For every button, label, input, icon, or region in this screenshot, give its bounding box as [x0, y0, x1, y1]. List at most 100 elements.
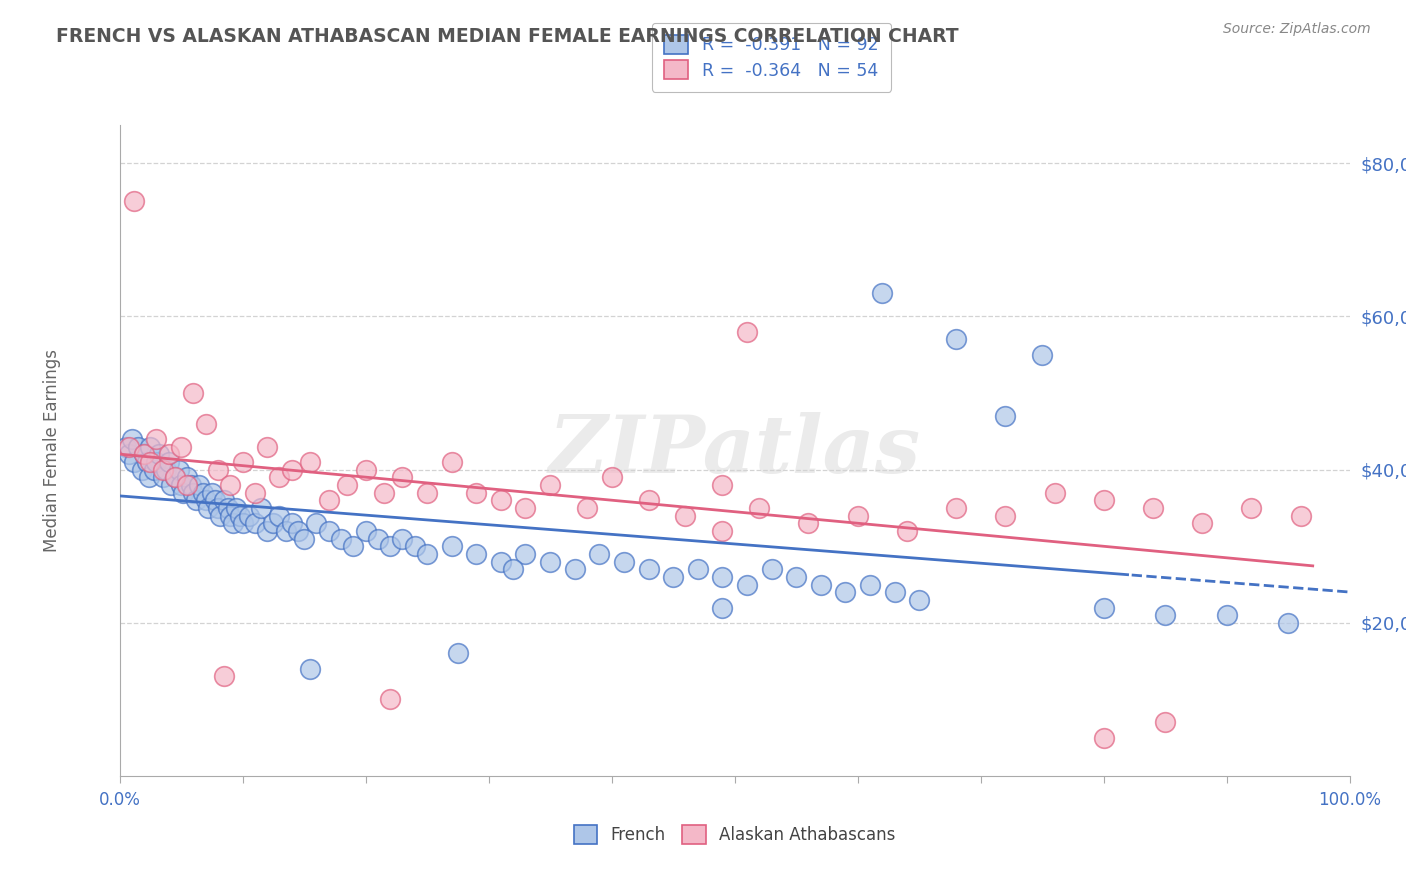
- Point: [138, 470, 160, 484]
- Point: [243, 485, 266, 500]
- Point: [711, 570, 734, 584]
- Point: [131, 462, 153, 476]
- Point: [132, 447, 156, 461]
- Point: [160, 478, 183, 492]
- Point: [183, 386, 205, 401]
- Point: [600, 470, 623, 484]
- Point: [114, 440, 136, 454]
- Point: [274, 524, 297, 538]
- Point: [1142, 500, 1164, 515]
- Point: [124, 455, 146, 469]
- Point: [188, 478, 211, 492]
- Point: [945, 332, 967, 346]
- Point: [489, 555, 512, 569]
- Point: [118, 440, 141, 454]
- Point: [711, 524, 734, 538]
- Point: [139, 440, 162, 454]
- Point: [735, 325, 758, 339]
- Text: Source: ZipAtlas.com: Source: ZipAtlas.com: [1223, 22, 1371, 37]
- Point: [204, 493, 226, 508]
- Point: [225, 500, 247, 515]
- Point: [222, 516, 245, 531]
- Point: [1191, 516, 1213, 531]
- Point: [1216, 608, 1239, 623]
- Point: [834, 585, 856, 599]
- Point: [1092, 493, 1115, 508]
- Point: [281, 516, 304, 531]
- Point: [217, 500, 239, 515]
- Point: [170, 440, 193, 454]
- Point: [256, 440, 278, 454]
- Point: [212, 669, 235, 683]
- Point: [269, 470, 291, 484]
- Point: [183, 485, 205, 500]
- Point: [538, 555, 561, 569]
- Point: [1289, 508, 1312, 523]
- Point: [191, 485, 215, 500]
- Point: [391, 470, 413, 484]
- Point: [262, 516, 284, 531]
- Point: [859, 577, 882, 591]
- Point: [201, 485, 224, 500]
- Point: [281, 462, 304, 476]
- Point: [212, 493, 235, 508]
- Point: [184, 493, 207, 508]
- Point: [564, 562, 586, 576]
- Point: [994, 409, 1017, 423]
- Point: [157, 455, 180, 469]
- Point: [1043, 485, 1066, 500]
- Point: [219, 508, 242, 523]
- Point: [1092, 731, 1115, 745]
- Point: [576, 500, 599, 515]
- Point: [152, 462, 174, 476]
- Point: [172, 485, 194, 500]
- Point: [305, 516, 328, 531]
- Point: [675, 508, 697, 523]
- Point: [588, 547, 610, 561]
- Point: [135, 455, 157, 469]
- Point: [209, 508, 232, 523]
- Point: [143, 462, 166, 476]
- Point: [229, 508, 252, 523]
- Point: [231, 455, 254, 469]
- Point: [367, 532, 389, 546]
- Point: [872, 286, 894, 301]
- Point: [538, 478, 561, 492]
- Point: [489, 493, 512, 508]
- Point: [318, 524, 340, 538]
- Point: [465, 485, 488, 500]
- Point: [118, 447, 141, 461]
- Point: [637, 562, 659, 576]
- Point: [269, 508, 291, 523]
- Point: [662, 570, 685, 584]
- Text: FRENCH VS ALASKAN ATHABASCAN MEDIAN FEMALE EARNINGS CORRELATION CHART: FRENCH VS ALASKAN ATHABASCAN MEDIAN FEMA…: [56, 27, 959, 45]
- Point: [908, 592, 931, 607]
- Point: [250, 500, 273, 515]
- Text: Median Female Earnings: Median Female Earnings: [42, 349, 60, 552]
- Point: [373, 485, 395, 500]
- Point: [391, 532, 413, 546]
- Point: [416, 485, 439, 500]
- Point: [145, 432, 167, 446]
- Point: [515, 547, 537, 561]
- Point: [994, 508, 1017, 523]
- Point: [318, 493, 340, 508]
- Point: [145, 455, 167, 469]
- Point: [207, 500, 229, 515]
- Point: [613, 555, 636, 569]
- Point: [219, 478, 242, 492]
- Point: [637, 493, 659, 508]
- Point: [440, 455, 463, 469]
- Point: [132, 447, 156, 461]
- Point: [157, 447, 180, 461]
- Point: [711, 478, 734, 492]
- Point: [243, 516, 266, 531]
- Point: [465, 547, 488, 561]
- Point: [440, 539, 463, 553]
- Point: [127, 440, 149, 454]
- Point: [163, 470, 186, 484]
- Point: [846, 508, 869, 523]
- Point: [883, 585, 905, 599]
- Point: [711, 600, 734, 615]
- Point: [945, 500, 967, 515]
